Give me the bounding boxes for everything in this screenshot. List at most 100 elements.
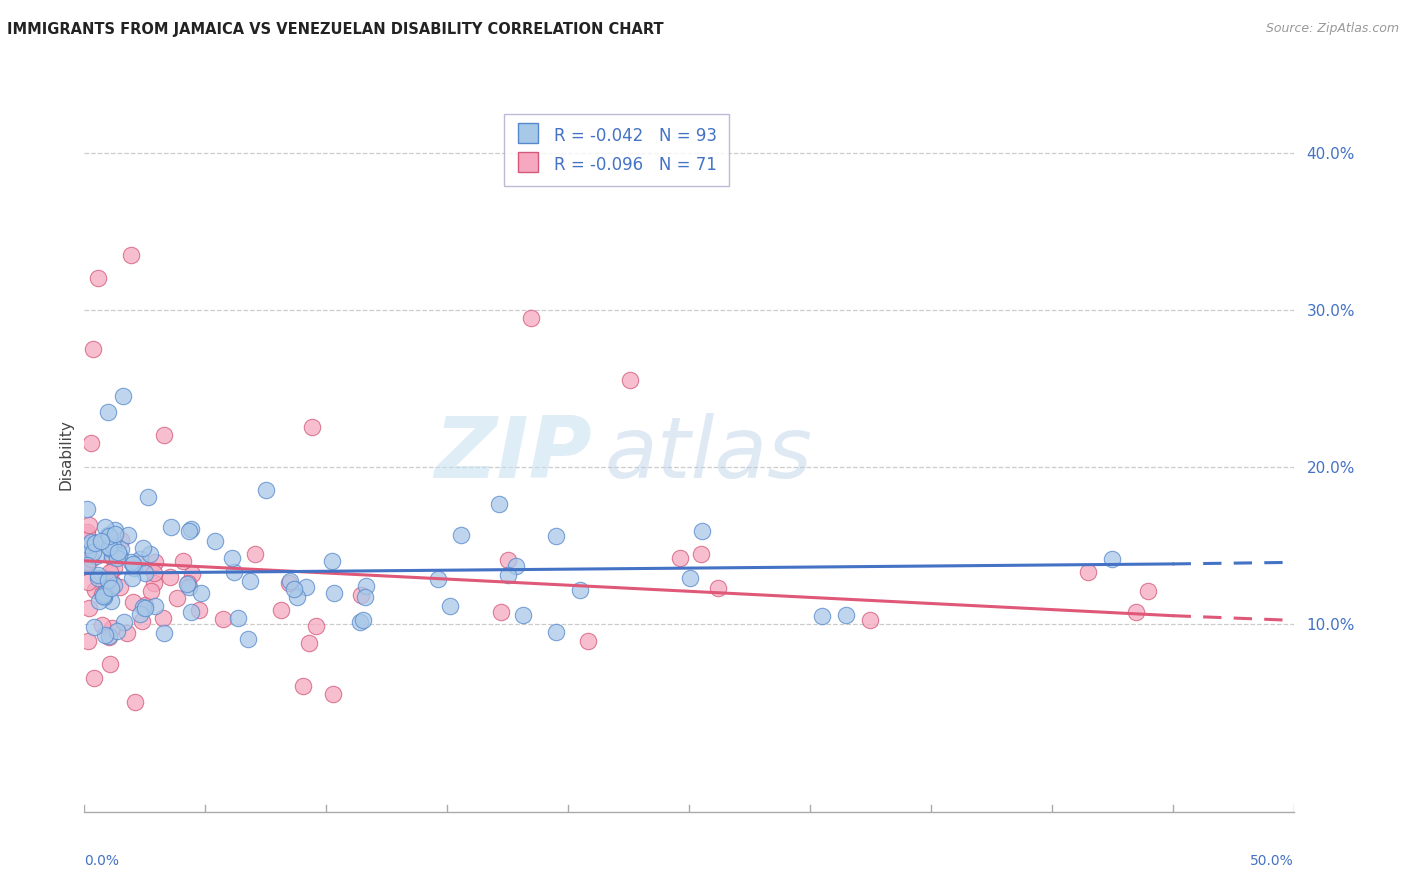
Point xyxy=(489,605,512,619)
Point xyxy=(668,551,690,566)
Point xyxy=(98,565,121,579)
Point xyxy=(1125,605,1147,619)
Point xyxy=(97,540,120,554)
Point xyxy=(301,420,323,434)
Point xyxy=(94,627,117,641)
Point xyxy=(90,533,112,548)
Point xyxy=(101,621,124,635)
Point xyxy=(83,620,105,634)
Text: IMMIGRANTS FROM JAMAICA VS VENEZUELAN DISABILITY CORRELATION CHART: IMMIGRANTS FROM JAMAICA VS VENEZUELAN DI… xyxy=(7,22,664,37)
Point xyxy=(117,528,139,542)
Point xyxy=(76,555,98,569)
Point xyxy=(177,580,200,594)
Point xyxy=(79,535,101,549)
Point xyxy=(93,587,115,601)
Y-axis label: Disability: Disability xyxy=(58,419,73,491)
Point xyxy=(110,533,132,547)
Point xyxy=(129,557,152,571)
Point xyxy=(239,574,262,588)
Point xyxy=(488,498,510,512)
Point xyxy=(349,615,371,630)
Point xyxy=(278,574,301,588)
Point xyxy=(122,595,145,609)
Point xyxy=(91,587,114,601)
Point xyxy=(221,551,243,566)
Point xyxy=(180,605,202,619)
Point xyxy=(76,528,98,542)
Point xyxy=(322,687,344,701)
Point xyxy=(76,544,98,558)
Point xyxy=(285,590,308,604)
Point xyxy=(707,581,730,595)
Point xyxy=(576,633,599,648)
Point xyxy=(177,524,200,539)
Point xyxy=(90,618,112,632)
Text: 0.0%: 0.0% xyxy=(84,855,120,868)
Point xyxy=(93,589,115,603)
Point xyxy=(83,536,105,550)
Point xyxy=(323,586,346,600)
Point xyxy=(350,588,373,602)
Point xyxy=(143,555,166,569)
Point xyxy=(143,599,166,613)
Point xyxy=(82,545,104,559)
Point xyxy=(100,582,122,596)
Point xyxy=(450,528,472,542)
Point xyxy=(354,579,377,593)
Point xyxy=(100,542,122,557)
Point xyxy=(236,632,259,647)
Point xyxy=(153,428,176,442)
Point xyxy=(82,342,104,356)
Point xyxy=(93,577,115,591)
Point xyxy=(142,566,165,580)
Point xyxy=(120,248,142,262)
Point xyxy=(129,552,152,566)
Point xyxy=(107,545,129,559)
Point xyxy=(354,590,377,604)
Point xyxy=(1077,565,1099,579)
Point xyxy=(77,574,100,589)
Point xyxy=(87,571,110,585)
Point xyxy=(100,657,122,671)
Point xyxy=(128,607,150,622)
Point xyxy=(679,571,702,585)
Point xyxy=(108,549,131,563)
Point xyxy=(103,561,125,575)
Point xyxy=(690,524,713,538)
Point xyxy=(101,551,124,566)
Point xyxy=(98,630,121,644)
Point xyxy=(91,590,114,604)
Point xyxy=(83,672,105,686)
Point xyxy=(859,613,882,627)
Point xyxy=(141,583,163,598)
Point xyxy=(152,625,174,640)
Point xyxy=(352,613,374,627)
Point xyxy=(101,539,124,553)
Point xyxy=(97,573,120,587)
Point xyxy=(84,549,107,563)
Point xyxy=(439,599,461,613)
Point xyxy=(245,547,267,561)
Text: ZIP: ZIP xyxy=(434,413,592,497)
Point xyxy=(110,541,132,556)
Point xyxy=(152,611,174,625)
Point xyxy=(544,529,567,543)
Point xyxy=(291,679,314,693)
Point xyxy=(139,548,162,562)
Point xyxy=(211,612,233,626)
Text: 50.0%: 50.0% xyxy=(1250,855,1294,868)
Point xyxy=(120,555,142,569)
Point xyxy=(93,519,115,533)
Point xyxy=(96,405,118,419)
Point xyxy=(77,547,100,561)
Point xyxy=(103,578,125,592)
Point xyxy=(132,600,155,615)
Point xyxy=(111,389,134,403)
Point xyxy=(124,695,146,709)
Point xyxy=(89,594,111,608)
Point xyxy=(87,568,110,582)
Point xyxy=(134,598,156,612)
Point xyxy=(115,625,138,640)
Point xyxy=(505,558,527,573)
Point xyxy=(544,624,567,639)
